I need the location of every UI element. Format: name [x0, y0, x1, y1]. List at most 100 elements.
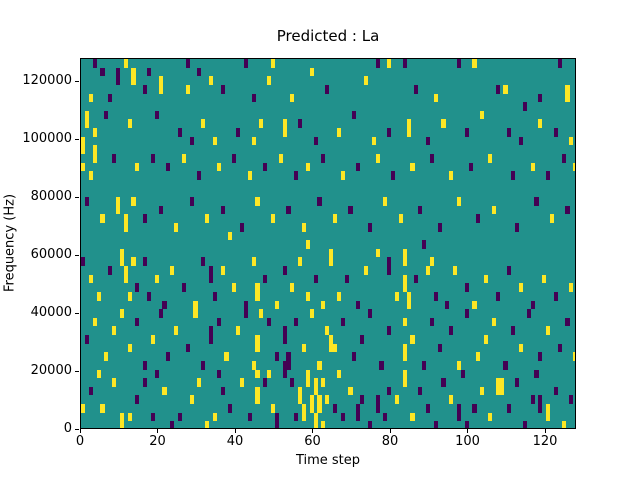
heatmap-cell	[309, 309, 314, 318]
heatmap-cell	[298, 386, 303, 405]
heatmap-cell	[456, 404, 462, 422]
heatmap-cell	[208, 326, 214, 344]
heatmap-cell	[181, 283, 186, 292]
heatmap-cell	[286, 352, 291, 361]
heatmap-cell	[294, 412, 299, 422]
heatmap-cell	[220, 266, 225, 275]
heatmap-cell	[146, 67, 152, 77]
heatmap-cell	[313, 274, 318, 284]
heatmap-cell	[433, 93, 438, 103]
heatmap-cell	[507, 128, 512, 137]
heatmap-cell	[445, 300, 450, 310]
heatmap-cell	[394, 395, 400, 405]
heatmap-cell	[511, 171, 516, 180]
heatmap-cell	[267, 369, 272, 379]
heatmap-cell	[259, 119, 264, 129]
heatmap-cell	[305, 162, 310, 172]
heatmap-cell	[181, 153, 186, 163]
heatmap-cell	[375, 395, 380, 413]
heatmap-cell	[301, 404, 307, 422]
heatmap-cell	[150, 412, 155, 422]
heatmap-cell	[348, 386, 353, 396]
heatmap-cell	[255, 369, 260, 379]
heatmap-cell	[174, 326, 179, 336]
y-tick-label: 0	[63, 421, 72, 436]
heatmap-cell	[449, 395, 454, 405]
heatmap-cell	[402, 343, 407, 361]
heatmap-cell	[154, 369, 159, 379]
heatmap-cell	[208, 266, 214, 284]
heatmap-cell	[569, 395, 574, 405]
heatmap-cell	[414, 84, 419, 94]
heatmap-cell	[162, 386, 167, 396]
heatmap-cell	[487, 412, 493, 422]
heatmap-cell	[329, 248, 334, 267]
heatmap-cell	[305, 240, 310, 249]
heatmap-cell	[224, 352, 229, 361]
heatmap-cell	[201, 257, 206, 267]
heatmap-cell	[336, 128, 341, 137]
heatmap-cell	[228, 404, 233, 413]
heatmap-cell	[309, 67, 314, 77]
heatmap-cell	[503, 84, 508, 94]
heatmap-cell	[150, 335, 155, 344]
heatmap-cell	[282, 119, 287, 137]
heatmap-cell	[557, 59, 562, 68]
heatmap-cell	[92, 128, 97, 137]
heatmap-cell	[290, 283, 295, 292]
x-tick-label: 0	[75, 434, 85, 449]
y-tick-label: 100000	[22, 131, 72, 147]
heatmap-cell	[278, 153, 283, 163]
heatmap-cell	[81, 404, 86, 413]
heatmap-cell	[255, 283, 260, 301]
heatmap-cell	[402, 274, 407, 292]
heatmap-cell	[212, 291, 217, 301]
heatmap-cell	[367, 222, 372, 232]
heatmap-cell	[294, 171, 299, 180]
heatmap-cell	[282, 326, 287, 344]
heatmap-cell	[170, 421, 175, 428]
heatmap-cell	[437, 222, 442, 232]
heatmap-cell	[119, 309, 124, 318]
heatmap-cell	[313, 136, 318, 146]
heatmap-cell	[236, 326, 241, 336]
heatmap-cell	[549, 214, 555, 223]
heatmap-cell	[557, 343, 562, 353]
heatmap-cell	[150, 153, 155, 163]
heatmap-cell	[158, 76, 163, 94]
heatmap-cell	[410, 412, 415, 422]
heatmap-cell	[267, 317, 272, 327]
heatmap-cell	[472, 300, 477, 310]
y-tick	[75, 370, 79, 372]
heatmap-cell	[267, 76, 272, 85]
heatmap-cell	[162, 300, 167, 310]
heatmap-cell	[538, 93, 543, 103]
heatmap-cell	[185, 59, 190, 68]
heatmap-cell	[383, 412, 388, 422]
heatmap-cell	[143, 257, 148, 267]
heatmap-cell	[170, 266, 175, 275]
heatmap-cell	[208, 76, 214, 85]
heatmap-cell	[464, 421, 469, 428]
heatmap-cell	[236, 128, 241, 137]
heatmap-cell	[321, 300, 326, 310]
x-tick	[157, 429, 158, 433]
heatmap-cell	[418, 386, 423, 396]
heatmap-cell	[216, 317, 221, 327]
heatmap-cell	[88, 274, 93, 284]
heatmap-cell	[228, 231, 233, 241]
heatmap-cell	[449, 326, 454, 336]
heatmap-cell	[383, 197, 388, 206]
heatmap-cell	[406, 291, 411, 310]
heatmap-cell	[135, 317, 140, 327]
heatmap-cell	[263, 274, 268, 284]
heatmap-cell	[313, 412, 318, 428]
y-tick	[75, 80, 79, 82]
heatmap-cell	[507, 266, 512, 275]
heatmap-cell	[88, 386, 93, 396]
heatmap-cell	[472, 59, 477, 68]
heatmap-cell	[464, 309, 469, 318]
heatmap-cell	[123, 59, 128, 68]
heatmap-cell	[88, 93, 93, 103]
heatmap-cell	[270, 214, 276, 223]
